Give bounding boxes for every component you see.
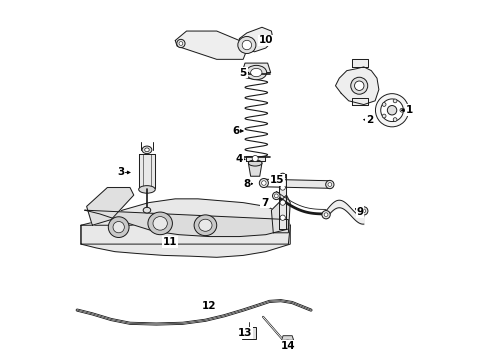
Ellipse shape [393,118,397,121]
Polygon shape [175,31,247,59]
Polygon shape [271,195,290,233]
FancyBboxPatch shape [242,327,256,339]
Text: 7: 7 [261,198,269,208]
Ellipse shape [177,39,185,48]
Polygon shape [352,98,368,105]
Ellipse shape [238,36,256,54]
Ellipse shape [274,194,278,198]
Ellipse shape [199,219,212,231]
Text: 15: 15 [270,175,284,185]
Ellipse shape [139,186,155,193]
Ellipse shape [322,211,330,219]
Text: 5: 5 [240,68,247,77]
Ellipse shape [324,213,328,217]
Polygon shape [81,199,290,257]
Polygon shape [264,179,330,188]
Ellipse shape [108,217,129,238]
Ellipse shape [252,156,258,162]
Ellipse shape [272,192,280,199]
Ellipse shape [381,99,403,122]
Text: 11: 11 [162,237,177,247]
Text: 6: 6 [232,126,239,136]
Text: 14: 14 [281,341,295,351]
Polygon shape [279,174,287,229]
Ellipse shape [259,179,269,188]
Ellipse shape [143,207,151,213]
Ellipse shape [355,81,364,90]
Text: 4: 4 [236,154,243,164]
Ellipse shape [242,40,251,50]
Polygon shape [139,154,155,188]
Text: 13: 13 [238,328,252,338]
Text: 1: 1 [405,105,413,115]
Polygon shape [246,156,265,161]
Ellipse shape [280,185,285,190]
Ellipse shape [248,160,262,166]
Polygon shape [336,67,379,105]
Ellipse shape [283,340,293,350]
Text: 3: 3 [117,167,124,177]
Text: 8: 8 [243,179,250,189]
Text: 12: 12 [202,301,217,311]
Ellipse shape [280,200,285,205]
Polygon shape [242,63,270,72]
Ellipse shape [387,105,397,115]
Ellipse shape [393,99,397,103]
Polygon shape [239,27,273,52]
Text: 9: 9 [356,207,364,217]
Ellipse shape [280,173,286,179]
Ellipse shape [262,181,266,185]
Ellipse shape [285,343,290,347]
Ellipse shape [375,94,409,127]
Ellipse shape [351,77,368,94]
Ellipse shape [382,114,386,118]
Ellipse shape [245,329,252,336]
Text: 2: 2 [366,115,373,125]
Ellipse shape [251,68,262,77]
Polygon shape [248,163,262,176]
Polygon shape [282,336,294,340]
Ellipse shape [400,108,404,112]
Polygon shape [81,225,290,244]
Polygon shape [87,188,134,225]
Ellipse shape [246,66,267,80]
Ellipse shape [382,103,386,106]
Polygon shape [85,210,288,237]
Ellipse shape [362,209,366,213]
Polygon shape [352,59,368,67]
Ellipse shape [326,180,334,189]
Ellipse shape [145,148,149,152]
Ellipse shape [179,42,183,45]
Ellipse shape [194,215,217,235]
Text: 10: 10 [259,36,273,45]
Ellipse shape [113,221,124,233]
Ellipse shape [148,212,172,235]
Ellipse shape [153,217,167,230]
Ellipse shape [280,215,285,220]
Ellipse shape [360,207,368,215]
Ellipse shape [142,146,152,154]
Ellipse shape [328,183,332,186]
